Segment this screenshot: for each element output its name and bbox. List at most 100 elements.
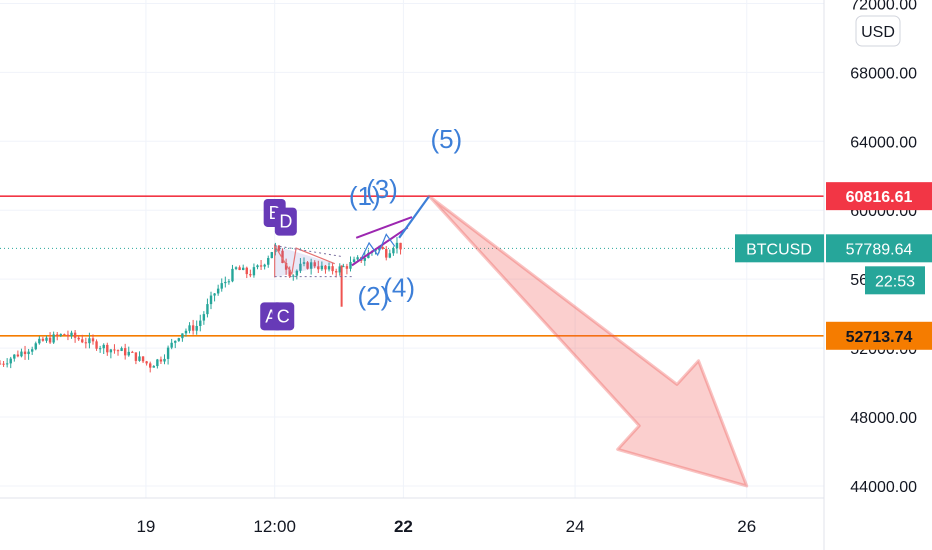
candle-body	[195, 325, 198, 331]
candle-body	[302, 262, 306, 264]
price-level-badge	[826, 321, 932, 350]
candle-body	[59, 334, 62, 336]
time-tick-label: 22	[394, 517, 413, 536]
candle-body	[174, 340, 177, 343]
time-tick-label: 12:00	[253, 517, 296, 536]
candle-body	[156, 359, 159, 367]
currency-button-label: USD	[861, 24, 895, 41]
candle-body	[95, 341, 98, 349]
candle-body	[81, 339, 84, 343]
candle-body	[127, 351, 130, 356]
candle-body	[181, 333, 184, 339]
candle-body	[30, 349, 34, 352]
candle-body	[209, 295, 213, 305]
candle-body	[38, 338, 41, 344]
candle-body	[116, 350, 120, 352]
candle-body	[324, 265, 327, 270]
candle-body	[123, 348, 127, 356]
wave-label: (4)	[383, 272, 415, 302]
candle-body	[149, 363, 152, 368]
time-axis[interactable]: 19 12:00 22 24 26	[0, 497, 824, 536]
candle-body	[191, 325, 195, 331]
horizontal-lines	[0, 195, 824, 337]
abcd-top-line	[274, 245, 344, 258]
candle-body	[56, 334, 59, 336]
candle-body	[188, 325, 191, 331]
candle-body	[131, 351, 134, 353]
candle-body	[163, 358, 166, 362]
candle-body	[342, 266, 345, 268]
candle-body	[395, 242, 399, 249]
candle-body	[213, 293, 216, 296]
candle-body	[23, 351, 27, 355]
bearish-arrow	[427, 194, 749, 488]
time-tick-label: 26	[737, 517, 756, 536]
price-level-badge-label: 52713.74	[846, 329, 913, 346]
candle-body	[120, 348, 123, 351]
candle-body	[5, 363, 9, 365]
candle-body	[288, 269, 291, 277]
harmonic-point-label-c: C	[277, 306, 290, 326]
candle-body	[381, 246, 384, 250]
candle-body	[220, 283, 223, 289]
candle-body	[309, 262, 313, 269]
candle-body	[241, 267, 245, 271]
candle-body	[374, 249, 377, 252]
price-level-badge-label: 60816.61	[846, 189, 913, 206]
price-tick-label: 68000.00	[850, 65, 917, 82]
price-badges: 60816.61 52713.74 BTCUSD 57789.64 22:53	[735, 182, 932, 350]
candle-body	[263, 264, 266, 267]
candle-body	[317, 266, 320, 270]
candle-body	[34, 343, 37, 350]
harmonic-point-label-d: D	[279, 212, 292, 232]
candle-body	[70, 332, 73, 337]
candle-body	[184, 330, 188, 334]
candle-body	[77, 337, 80, 340]
time-tick-label: 19	[136, 517, 155, 536]
candle-body	[267, 258, 270, 265]
candle-body	[9, 358, 12, 364]
wave-label: (2)	[357, 281, 389, 311]
harmonic-point-badge	[274, 207, 297, 236]
candle-body	[13, 354, 16, 359]
candle-body	[84, 342, 88, 344]
wedge-upper-line	[355, 216, 413, 239]
countdown-badge	[865, 266, 925, 295]
wave-5-projection-line	[398, 195, 431, 239]
abcd-line	[274, 243, 335, 278]
currency-button[interactable]: USD	[855, 15, 901, 47]
symbol-badge	[735, 234, 824, 263]
candle-body	[27, 351, 30, 355]
candle-body	[66, 334, 70, 337]
candle-body	[177, 338, 181, 341]
price-tick-label: 48000.00	[850, 410, 917, 427]
candle-body	[338, 266, 341, 273]
candle-body	[270, 252, 274, 259]
candle-body	[88, 338, 91, 344]
candle-body	[245, 267, 248, 275]
current-price-badge	[826, 234, 932, 263]
candle-body	[98, 348, 102, 350]
candle-body	[352, 259, 356, 263]
candle-body	[392, 248, 395, 254]
symbol-badge-label: BTCUSD	[746, 241, 812, 258]
candle-body	[277, 245, 281, 251]
candle-body	[2, 363, 5, 365]
candle-body	[45, 337, 48, 341]
candle-body	[73, 332, 77, 338]
candle-body	[16, 354, 20, 357]
candle-body	[216, 288, 220, 294]
candle-body	[363, 258, 366, 261]
candle-body	[306, 262, 309, 269]
price-axis[interactable]: 72000.0068000.0064000.0060000.0056000.00…	[823, 0, 917, 550]
candle-body	[252, 267, 256, 276]
candle-body	[166, 347, 170, 359]
candle-body	[20, 351, 23, 357]
candle-body	[313, 262, 316, 267]
wave-label: (1)	[349, 181, 381, 211]
candle-body	[170, 342, 173, 348]
candle-body	[259, 265, 263, 267]
candle-body	[356, 257, 359, 260]
